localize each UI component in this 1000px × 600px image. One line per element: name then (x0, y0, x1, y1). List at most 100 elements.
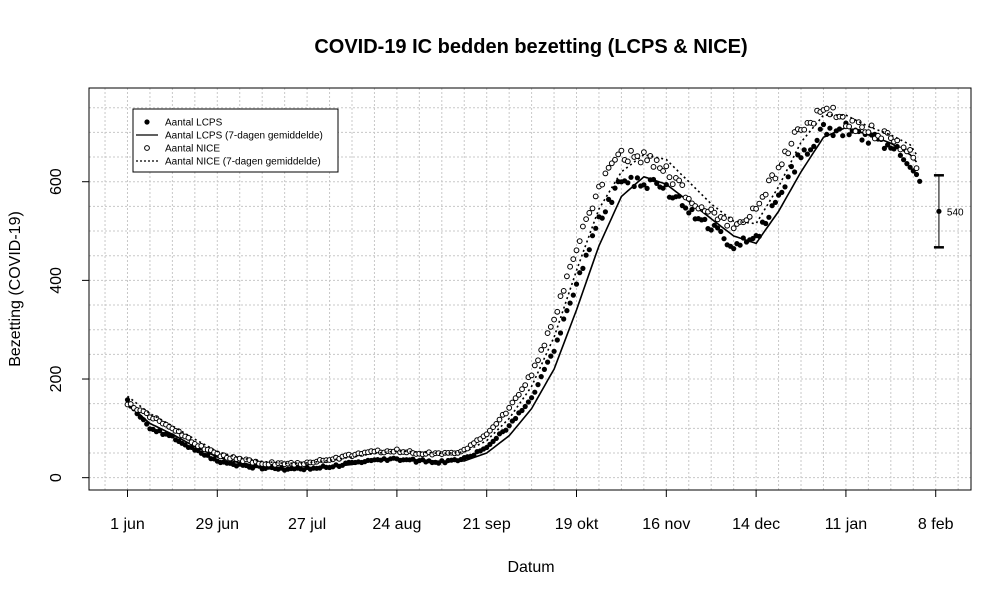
data-point (538, 374, 544, 380)
data-point (528, 372, 535, 379)
x-tick-label: 16 nov (642, 516, 690, 533)
data-point (676, 177, 682, 184)
x-axis: 1 jun 29 jun 27 jul 24 aug 21 sep 19 okt 16 no… (110, 489, 954, 533)
data-point (580, 265, 586, 271)
data-point (913, 165, 920, 172)
data-point (641, 182, 647, 188)
data-point (913, 171, 920, 178)
legend-item: Aantal LCPS (7-dagen gemiddelde) (136, 131, 323, 142)
data-point (763, 220, 769, 227)
data-point (529, 395, 535, 401)
data-point (846, 132, 852, 138)
data-point (766, 214, 772, 220)
data-point (493, 421, 500, 427)
data-point (910, 154, 917, 161)
data-point (506, 404, 513, 411)
legend: Aantal LCPS Aantal LCPS (7-dagen gemiddel… (132, 108, 339, 173)
legend-symbol (144, 145, 150, 151)
data-point (525, 399, 532, 405)
data-point (644, 185, 650, 191)
series-filled-points (124, 120, 923, 473)
data-point (782, 184, 788, 190)
series-layer (124, 104, 923, 473)
data-point (788, 140, 795, 147)
data-point (881, 145, 888, 151)
data-point (198, 443, 205, 449)
data-point (560, 288, 567, 294)
data-point (522, 382, 529, 389)
data-point (865, 140, 872, 146)
data-point (531, 362, 538, 369)
data-point (849, 117, 856, 124)
data-point (583, 216, 589, 223)
data-point (814, 137, 820, 143)
data-point (711, 209, 718, 216)
data-point (731, 246, 737, 252)
data-point (724, 222, 731, 229)
data-point (589, 233, 596, 239)
data-point (541, 366, 548, 372)
x-tick-label: 14 dec (732, 516, 780, 533)
x-tick-label: 27 jul (288, 516, 326, 533)
data-point (573, 247, 580, 254)
series-dotted-line (127, 114, 918, 465)
data-point (702, 216, 708, 222)
data-point (487, 427, 493, 434)
data-point (564, 308, 570, 314)
data-point (686, 210, 692, 216)
error-bar: 540 (933, 174, 964, 249)
data-point (669, 181, 676, 188)
data-point (205, 452, 211, 458)
data-point (503, 410, 509, 417)
data-point (612, 156, 618, 163)
data-point (637, 159, 644, 166)
data-point (666, 174, 673, 181)
data-point (846, 123, 852, 130)
data-point (766, 177, 772, 184)
data-point (798, 155, 804, 161)
data-point (124, 397, 131, 403)
data-point (708, 227, 714, 233)
grid (89, 88, 971, 490)
data-point (878, 135, 885, 142)
data-point (570, 256, 577, 263)
data-point (823, 105, 830, 112)
data-point (535, 382, 541, 388)
data-point (625, 180, 631, 186)
data-point (641, 149, 647, 156)
data-point (522, 403, 528, 410)
data-point (769, 203, 775, 209)
data-point (772, 199, 779, 205)
data-point (817, 126, 823, 132)
data-point (554, 337, 560, 343)
x-tick-label: 21 sep (463, 516, 511, 533)
data-point (561, 316, 567, 322)
data-point (618, 147, 625, 154)
data-point (567, 263, 573, 270)
data-point (683, 205, 689, 211)
data-point (785, 150, 792, 157)
data-point (545, 359, 551, 365)
data-point (859, 124, 865, 130)
data-point (762, 191, 769, 198)
data-point (577, 270, 583, 276)
x-tick-label: 11 jan (825, 516, 867, 533)
data-point (548, 353, 554, 359)
data-point (573, 281, 580, 287)
data-point (583, 252, 589, 258)
data-point (743, 217, 750, 224)
data-point (804, 151, 811, 157)
data-point (589, 205, 596, 212)
data-point (599, 215, 605, 221)
data-point (868, 122, 875, 129)
series-open-points (124, 104, 920, 468)
data-point (513, 415, 519, 422)
data-point (827, 125, 833, 131)
legend-item: Aantal NICE (144, 144, 220, 155)
data-point (609, 199, 615, 205)
data-point (840, 133, 846, 139)
data-point (628, 174, 634, 180)
data-point (779, 189, 785, 195)
data-point (532, 389, 538, 395)
data-point (907, 147, 913, 153)
